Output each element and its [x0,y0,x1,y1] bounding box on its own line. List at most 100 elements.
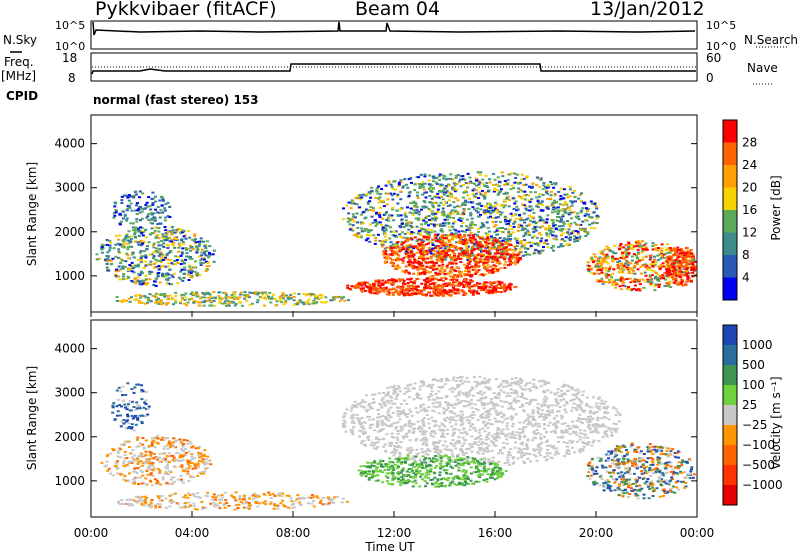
power-scatter [440,234,444,237]
power-scatter [603,281,607,283]
power-scatter [528,209,532,212]
power-scatter [649,283,653,286]
power-scatter [631,279,635,282]
power-scatter [112,247,116,250]
power-scatter [454,229,458,232]
velocity-scatter [118,448,122,451]
power-scatter [379,206,382,209]
power-scatter [494,241,498,244]
velocity-scatter [123,450,127,453]
power-scatter [448,184,451,187]
power-scatter [156,206,160,209]
power-scatter [476,240,480,243]
power-scatter [324,300,328,303]
power-scatter [115,296,119,298]
power-scatter [414,217,418,220]
power-scatter [346,217,350,220]
colorbar-tick-label: 24 [742,158,757,172]
power-scatter [439,254,443,257]
power-scatter [676,274,679,277]
power-scatter [680,271,683,273]
power-scatter [480,286,484,289]
power-scatter [487,189,491,192]
velocity-scatter [331,498,335,501]
power-scatter [607,269,611,272]
velocity-scatter [141,390,145,393]
power-scatter [207,251,211,254]
power-scatter [617,265,621,268]
power-scatter [165,283,169,285]
power-scatter [202,304,206,307]
power-scatter [514,213,518,216]
power-scatter [424,252,428,255]
velocity-scatter [193,463,197,466]
power-scatter [557,215,561,218]
power-scatter [413,279,417,282]
power-scatter [382,253,386,256]
power-scatter [387,181,391,184]
velocity-scatter [116,460,120,463]
power-scatter [459,254,463,256]
power-scatter [658,275,662,278]
power-scatter [450,266,454,269]
velocity-scatter [162,439,166,441]
power-scatter [425,293,429,296]
freq-label: Freq. [4,55,34,69]
power-scatter [122,275,125,278]
power-scatter [557,211,561,214]
power-scatter [443,268,447,271]
power-scatter [165,253,169,256]
velocity-scatter [150,499,154,501]
power-scatter [427,188,431,190]
power-scatter [539,209,543,212]
power-scatter [506,179,510,182]
power-scatter [186,301,190,304]
power-scatter [586,268,590,271]
power-scatter [499,227,502,229]
velocity-scatter [173,465,176,468]
power-scatter [468,236,472,239]
power-scatter [128,300,132,303]
velocity-scatter [121,502,125,505]
power-scatter [539,249,543,252]
power-scatter [135,220,139,223]
power-scatter [212,260,216,263]
power-scatter [483,211,487,214]
power-scatter [477,186,481,189]
power-scatter [535,176,539,179]
power-scatter [496,268,499,271]
power-scatter [499,213,503,216]
power-scatter [468,229,472,232]
power-scatter [581,207,585,210]
power-scatter [381,226,385,229]
power-scatter [361,211,365,214]
power-scatter [445,266,449,269]
velocity-scatter [128,400,132,403]
ytick-label: 1000 [54,269,85,283]
power-scatter [398,280,402,283]
power-scatter [397,286,401,288]
velocity-scatter [194,467,197,470]
power-scatter [494,288,498,291]
power-scatter [448,270,452,273]
power-scatter [462,209,466,212]
power-scatter [408,272,411,275]
power-scatter [161,265,165,268]
power-scatter [384,251,388,254]
power-scatter [141,230,145,233]
power-scatter [463,230,467,233]
power-scatter [457,218,461,221]
power-scatter [126,239,130,242]
power-scatter [523,198,527,201]
power-scatter [142,241,146,244]
velocity-scatter [164,497,168,500]
power-scatter [628,287,632,290]
power-scatter [592,221,596,224]
power-scatter [454,235,458,238]
power-scatter [131,267,135,270]
power-scatter [407,289,411,292]
power-scatter [551,230,555,233]
power-scatter [131,251,135,254]
velocity-scatter [156,503,160,505]
power-scatter [421,218,425,221]
